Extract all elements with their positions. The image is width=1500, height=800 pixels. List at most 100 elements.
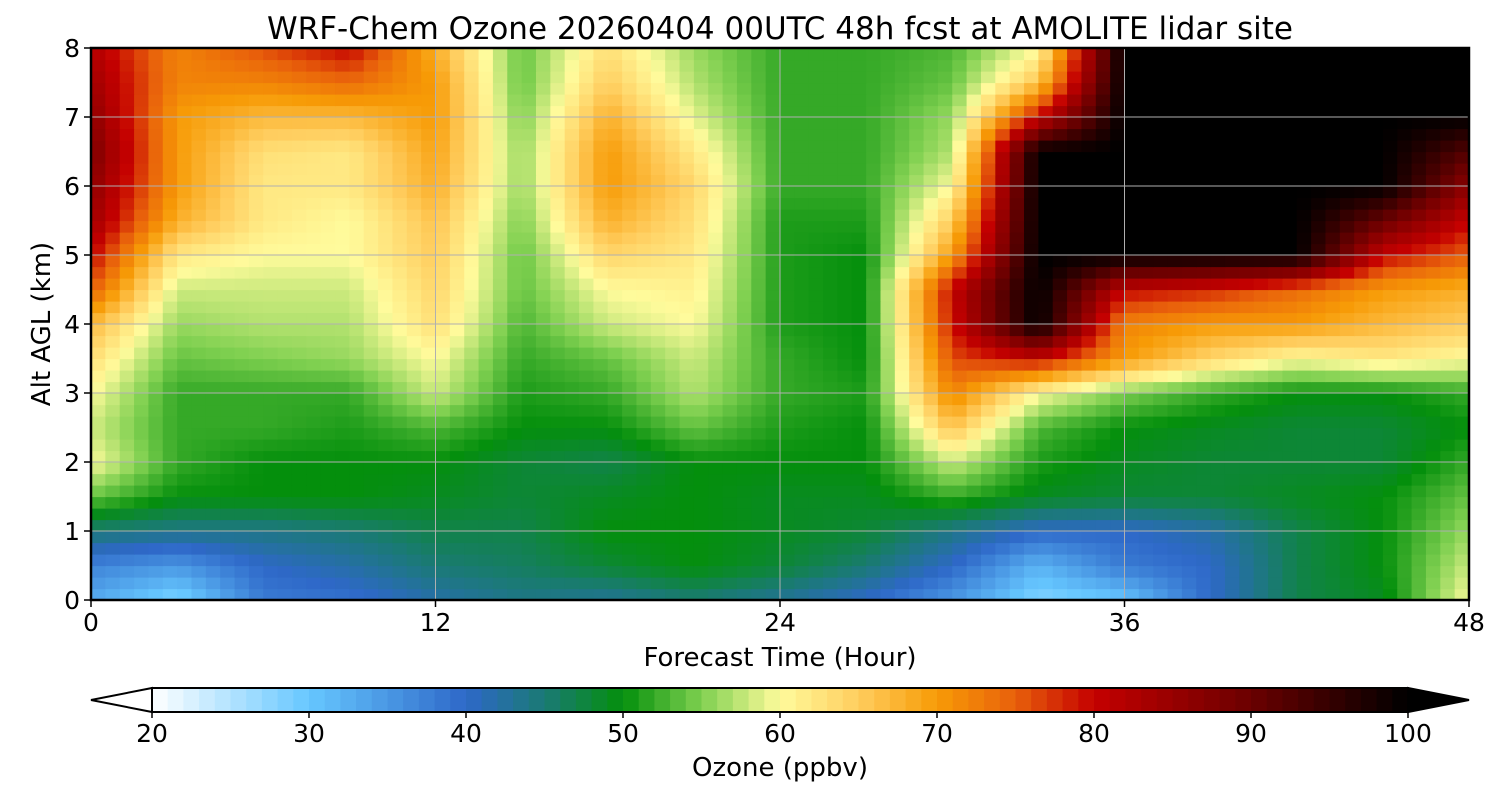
heatmap-cell	[1397, 554, 1413, 567]
heatmap-cell	[263, 542, 279, 555]
heatmap-cell	[1210, 450, 1226, 463]
heatmap-cell	[1153, 278, 1169, 291]
heatmap-cell	[1325, 163, 1341, 176]
heatmap-cell	[91, 209, 106, 222]
heatmap-cell	[1397, 450, 1413, 463]
heatmap-cell	[421, 105, 437, 118]
heatmap-cell	[392, 255, 408, 268]
heatmap-cell	[406, 370, 422, 383]
heatmap-cell	[995, 128, 1011, 141]
heatmap-cell	[435, 197, 451, 210]
heatmap-cell	[363, 48, 379, 61]
heatmap-cell	[851, 232, 867, 245]
heatmap-cell	[966, 577, 982, 590]
heatmap-cell	[1009, 151, 1025, 164]
heatmap-cell	[650, 427, 666, 440]
heatmap-cell	[1282, 243, 1298, 256]
heatmap-cell	[794, 554, 810, 567]
heatmap-cell	[607, 462, 623, 475]
heatmap-cell	[622, 301, 638, 314]
heatmap-cell	[148, 508, 164, 521]
heatmap-cell	[1138, 370, 1154, 383]
heatmap-cell	[464, 186, 480, 199]
heatmap-cell	[1325, 565, 1341, 578]
heatmap-cell	[980, 324, 996, 337]
heatmap-cell	[1440, 324, 1456, 337]
heatmap-cell	[665, 59, 681, 72]
heatmap-cell	[923, 48, 939, 61]
heatmap-cell	[464, 117, 480, 130]
heatmap-cell	[105, 117, 121, 130]
heatmap-cell	[263, 485, 279, 498]
heatmap-cell	[1397, 220, 1413, 233]
heatmap-cell	[320, 266, 336, 279]
heatmap-cell	[449, 473, 465, 486]
heatmap-cell	[191, 381, 207, 394]
heatmap-cell	[808, 174, 824, 187]
heatmap-cell	[751, 416, 767, 429]
heatmap-cell	[780, 393, 795, 406]
heatmap-cell	[1296, 358, 1312, 371]
heatmap-cell	[349, 370, 365, 383]
heatmap-cell	[1167, 232, 1183, 245]
heatmap-cell	[535, 427, 551, 440]
heatmap-cell	[808, 588, 824, 601]
heatmap-cell	[1024, 312, 1039, 325]
heatmap-cell	[1397, 209, 1413, 222]
heatmap-cell	[579, 393, 594, 406]
heatmap-cell	[909, 358, 925, 371]
heatmap-cell	[1067, 140, 1083, 153]
heatmap-cell	[1038, 151, 1054, 164]
heatmap-cell	[1268, 462, 1283, 475]
heatmap-cell	[119, 151, 135, 164]
heatmap-cell	[148, 462, 164, 475]
heatmap-cell	[593, 473, 609, 486]
heatmap-cell	[593, 404, 609, 417]
heatmap-cell	[693, 519, 709, 532]
heatmap-cell	[851, 220, 867, 233]
heatmap-cell	[650, 565, 666, 578]
heatmap-cell	[1282, 473, 1298, 486]
heatmap-cell	[1311, 347, 1327, 360]
heatmap-cell	[1081, 462, 1097, 475]
heatmap-cell	[392, 324, 408, 337]
heatmap-cell	[780, 174, 795, 187]
heatmap-cell	[1411, 404, 1427, 417]
heatmap-cell	[1009, 117, 1025, 130]
heatmap-cell	[880, 404, 896, 417]
heatmap-cell	[765, 163, 781, 176]
heatmap-cell	[1354, 117, 1370, 130]
heatmap-cell	[564, 232, 580, 245]
heatmap-cell	[1009, 450, 1025, 463]
heatmap-cell	[1153, 347, 1169, 360]
heatmap-cell	[1024, 496, 1039, 509]
heatmap-cell	[894, 197, 910, 210]
heatmap-cell	[1009, 554, 1025, 567]
heatmap-cell	[205, 48, 221, 61]
heatmap-cell	[1095, 174, 1111, 187]
heatmap-cell	[1024, 577, 1039, 590]
heatmap-cell	[421, 588, 437, 601]
heatmap-cell	[722, 48, 738, 61]
heatmap-cell	[421, 427, 437, 440]
heatmap-cell	[622, 496, 638, 509]
heatmap-cell	[1196, 140, 1212, 153]
heatmap-cell	[1311, 220, 1327, 233]
heatmap-cell	[722, 82, 738, 95]
colorbar-bin	[827, 688, 844, 712]
heatmap-cell	[923, 128, 939, 141]
heatmap-cell	[1253, 565, 1269, 578]
heatmap-cell	[622, 140, 638, 153]
heatmap-cell	[105, 151, 121, 164]
heatmap-cell	[91, 140, 106, 153]
heatmap-cell	[607, 588, 623, 601]
heatmap-cell	[966, 335, 982, 348]
heatmap-cell	[435, 289, 451, 302]
heatmap-cell	[722, 266, 738, 279]
colorbar-bin	[968, 688, 985, 712]
heatmap-cell	[1052, 335, 1068, 348]
heatmap-cell	[1024, 117, 1039, 130]
heatmap-cell	[665, 427, 681, 440]
heatmap-cell	[894, 105, 910, 118]
heatmap-cell	[1325, 94, 1341, 107]
